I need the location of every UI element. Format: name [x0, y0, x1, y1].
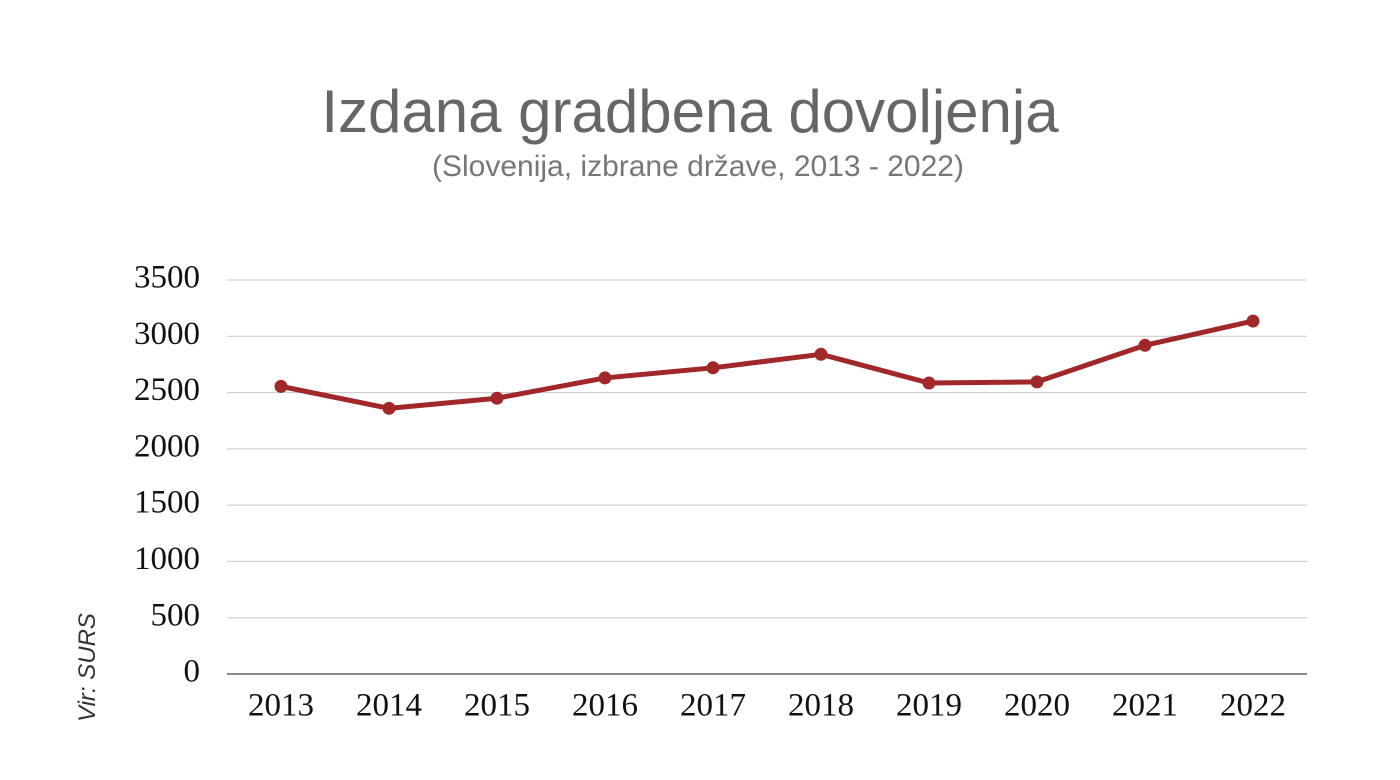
x-tick-label: 2015: [464, 688, 530, 724]
y-tick-label: 2000: [134, 428, 200, 464]
data-point: [1138, 338, 1152, 352]
data-point: [1246, 314, 1260, 328]
series-line: [280, 318, 1254, 411]
x-tick-label: 2019: [896, 688, 962, 724]
x-tick-label: 2013: [248, 688, 314, 724]
data-point: [490, 391, 504, 405]
data-point: [814, 347, 828, 361]
y-tick-label: 500: [151, 597, 201, 633]
x-tick-label: 2017: [680, 688, 746, 724]
x-tick-label: 2018: [788, 688, 854, 724]
y-tick-label: 3500: [134, 260, 200, 296]
y-tick-label: 3000: [134, 316, 200, 352]
chart-title: Izdana gradbena dovoljenja: [321, 78, 1059, 145]
y-tick-label: 0: [184, 654, 201, 690]
data-point: [382, 401, 396, 415]
y-tick-label: 1500: [134, 485, 200, 521]
x-tick-label: 2014: [356, 688, 422, 724]
data-point: [274, 379, 288, 393]
source-note: Vir: SURS: [74, 613, 101, 722]
x-tick-label: 2016: [572, 688, 638, 724]
data-point: [922, 376, 936, 390]
data-point: [1030, 375, 1044, 389]
y-tick-label: 2500: [134, 372, 200, 408]
data-point: [598, 371, 612, 385]
data-point: [706, 361, 720, 375]
y-tick-label: 1000: [134, 541, 200, 577]
x-tick-label: 2022: [1220, 688, 1286, 724]
x-tick-label: 2020: [1004, 688, 1070, 724]
chart-subtitle: (Slovenija, izbrane države, 2013 - 2022): [432, 150, 964, 183]
x-tick-label: 2021: [1112, 688, 1178, 724]
